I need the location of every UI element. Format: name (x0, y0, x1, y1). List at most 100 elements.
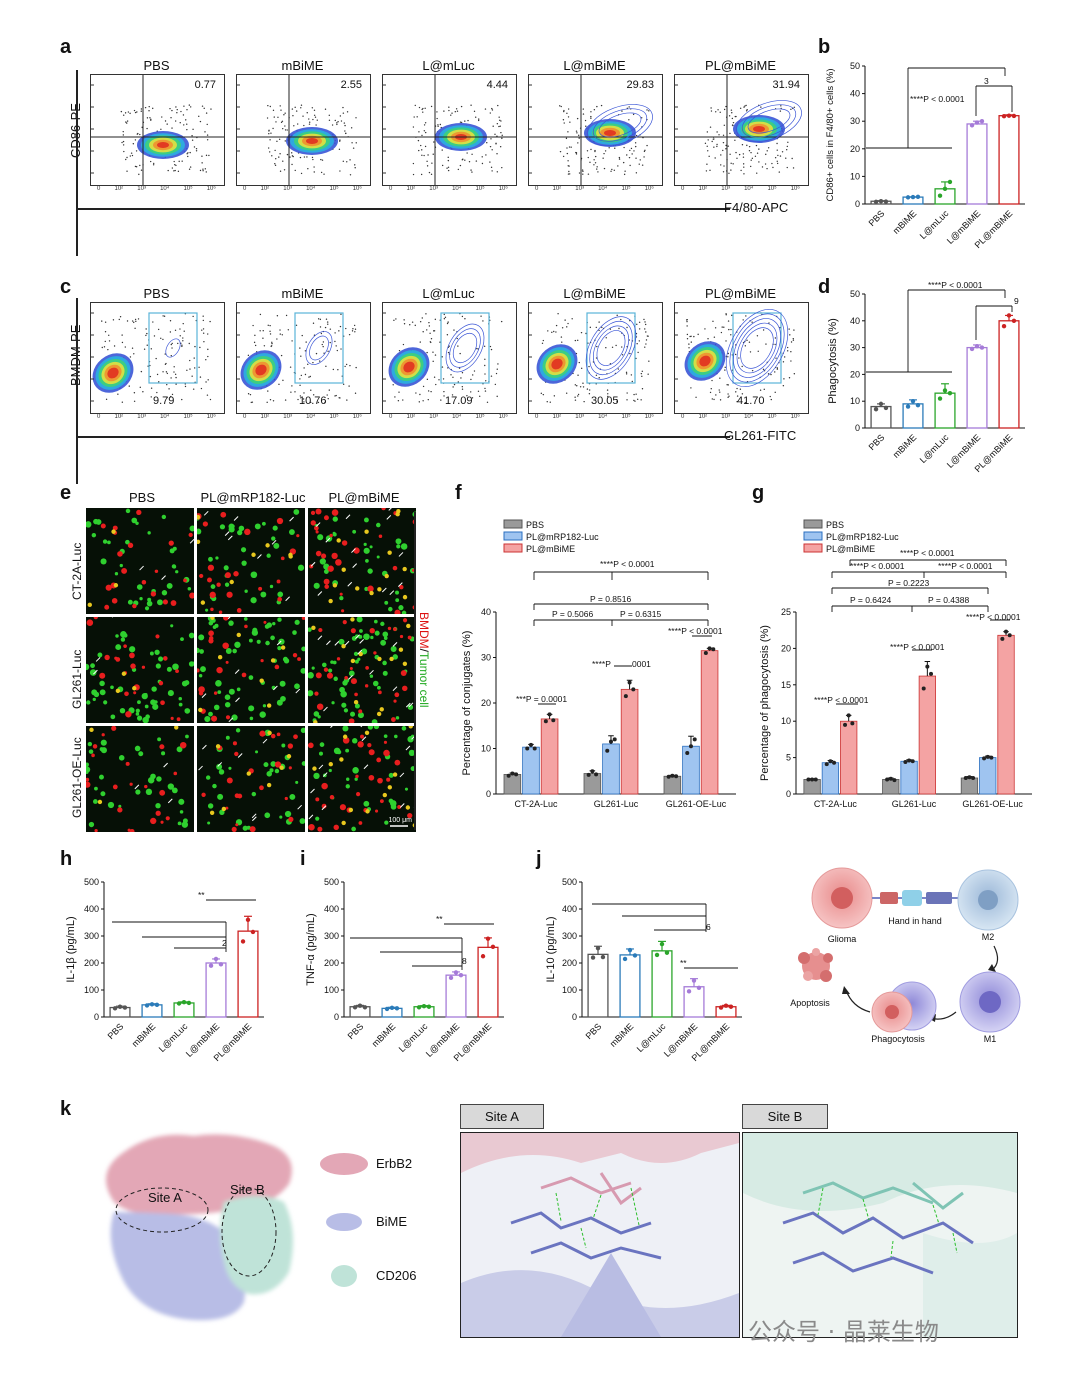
panel-letter-a: a (60, 36, 72, 58)
bar (522, 746, 540, 795)
data-point (627, 947, 633, 953)
site-a-tab: Site A (460, 1104, 544, 1129)
data-point (873, 199, 879, 204)
data-point (883, 405, 889, 411)
data-point (718, 1005, 724, 1010)
data-point (971, 775, 976, 780)
data-point (600, 954, 606, 960)
micrograph-image (197, 617, 305, 723)
data-point (181, 999, 187, 1005)
erbb2-swatch (320, 1153, 368, 1175)
data-point (525, 746, 530, 751)
data-point (480, 954, 486, 959)
data-point (357, 1003, 363, 1008)
data-point (362, 1005, 368, 1010)
micrograph-column-title: PL@mRP182-Luc (200, 490, 306, 505)
watermark: 公众号 · 晶莱生物 (748, 1318, 939, 1346)
mechanism-schematic: Glioma Hand in hand M2 M1 Phagocytosis A… (790, 867, 1021, 1044)
x-tick-label: PBS (867, 432, 887, 452)
data-point (448, 975, 454, 981)
flow-gate-percentage: 10.76 (299, 395, 327, 407)
data-point (824, 762, 829, 767)
bar (979, 757, 997, 795)
data-point (892, 778, 897, 783)
site-b-tab: Site B (742, 1104, 828, 1129)
y-tick-label: 500 (324, 877, 339, 887)
bar (583, 773, 602, 795)
legend-label: PL@mRP182-Luc (826, 532, 899, 542)
bar (821, 762, 840, 795)
bar (900, 760, 918, 795)
x-tick-label: L@mLuc (918, 208, 951, 241)
significance-label: ****P < 0.0001 (890, 642, 945, 652)
flow-plot: 10.76 (236, 302, 371, 414)
bar (237, 930, 259, 1018)
apoptosis-icon (798, 948, 833, 982)
flow-plot-title: PBS (143, 286, 170, 301)
data-point (654, 952, 660, 958)
y-axis-label: CD86+ cells in F4/80+ cells (%) (825, 68, 836, 201)
data-point (631, 687, 636, 692)
data-point (605, 748, 610, 753)
significance-label: ** (198, 890, 205, 900)
data-point (843, 722, 848, 727)
significance-label: 2 (222, 938, 227, 948)
data-point (846, 713, 851, 718)
significance-label: P = 0.8516 (590, 594, 631, 604)
x-tick-label: GL261-OE-Luc (962, 799, 1023, 809)
data-point (967, 775, 972, 780)
phagocytosis-icon (871, 981, 937, 1033)
bar (966, 346, 988, 429)
panel-letter-c: c (60, 276, 72, 298)
legend-label: PBS (526, 520, 544, 530)
y-tick-label: 15 (781, 680, 791, 690)
x-tick-label: CT-2A-Luc (514, 799, 558, 809)
flow-plot-title: L@mBiME (563, 286, 626, 301)
bar (882, 779, 900, 795)
data-point (352, 1005, 358, 1010)
flow-gate-percentage: 9.79 (153, 395, 175, 407)
data-point (806, 777, 811, 782)
significance-label: ****P (592, 659, 611, 669)
y-tick-label: 30 (850, 116, 860, 126)
y-tick-label: 5 (786, 753, 791, 763)
micrograph-row-label: CT-2A-Luc (70, 542, 84, 600)
flow-gate-percentage: 0.77 (194, 79, 216, 91)
flow-x-ticks: 0 10² 10³ 10⁴ 10⁵ 10⁶ (243, 414, 362, 420)
significance-label: ***P = 0.0001 (516, 694, 567, 704)
data-point (1011, 113, 1017, 119)
data-point (117, 1004, 123, 1009)
site-a-structure (461, 1133, 739, 1337)
data-point (885, 777, 890, 782)
y-tick-label: 10 (850, 396, 860, 406)
flow-gate-percentage: 17.09 (445, 395, 473, 407)
data-point (915, 194, 921, 200)
flow-x-ticks: 0 10² 10³ 10⁴ 10⁵ 10⁶ (389, 414, 508, 420)
data-point (711, 647, 716, 652)
x-tick-label: GL261-Luc (594, 799, 639, 809)
flow-y-axis-arrow (76, 70, 78, 256)
y-tick-label: 400 (84, 904, 99, 914)
data-point (728, 1004, 734, 1009)
data-point (947, 179, 953, 185)
y-tick-label: 200 (562, 958, 577, 968)
bar (587, 953, 609, 1018)
significance-label: 8 (462, 956, 467, 966)
data-point (1004, 629, 1009, 634)
y-tick-label: 400 (562, 904, 577, 914)
legend-swatch (503, 531, 523, 541)
data-point (947, 390, 953, 396)
significance-label: ** (436, 914, 443, 924)
y-tick-label: 0 (572, 1012, 577, 1022)
data-point (623, 694, 628, 699)
data-point (878, 401, 884, 407)
data-point (586, 772, 591, 777)
y-tick-label: 300 (84, 931, 99, 941)
panel-letter-g: g (752, 482, 765, 504)
micrograph-column-title: PBS (128, 490, 155, 505)
flow-gate-percentage: 4.44 (486, 79, 508, 91)
data-point (394, 1006, 400, 1011)
significance-label: P = 0.4388 (928, 595, 969, 605)
data-point (963, 775, 968, 780)
legend-swatch (803, 519, 823, 529)
